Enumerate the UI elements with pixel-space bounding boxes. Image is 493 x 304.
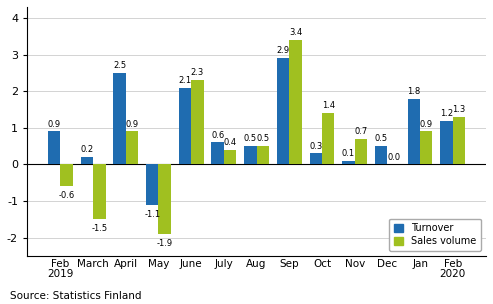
- Text: 0.5: 0.5: [256, 134, 269, 143]
- Text: 0.9: 0.9: [48, 119, 61, 129]
- Text: -1.1: -1.1: [144, 209, 160, 219]
- Text: 2.5: 2.5: [113, 61, 126, 70]
- Bar: [93, 164, 106, 219]
- Bar: [224, 150, 236, 164]
- Bar: [322, 113, 334, 164]
- Bar: [60, 164, 73, 186]
- Text: 0.4: 0.4: [223, 138, 237, 147]
- Bar: [342, 161, 354, 164]
- Text: 2.9: 2.9: [277, 46, 289, 55]
- Bar: [48, 132, 60, 164]
- Text: 0.1: 0.1: [342, 149, 355, 158]
- Text: -1.5: -1.5: [91, 224, 107, 233]
- Bar: [113, 73, 126, 164]
- Bar: [179, 88, 191, 164]
- Bar: [211, 143, 224, 164]
- Bar: [158, 164, 171, 234]
- Text: 0.3: 0.3: [309, 142, 322, 150]
- Text: 2.1: 2.1: [178, 76, 191, 85]
- Text: Source: Statistics Finland: Source: Statistics Finland: [10, 291, 141, 301]
- Bar: [310, 154, 322, 164]
- Text: 0.9: 0.9: [420, 119, 433, 129]
- Text: 1.2: 1.2: [440, 109, 453, 118]
- Bar: [289, 40, 302, 164]
- Text: 0.7: 0.7: [354, 127, 367, 136]
- Text: 3.4: 3.4: [289, 28, 302, 37]
- Bar: [440, 120, 453, 164]
- Text: 0.0: 0.0: [387, 153, 400, 161]
- Text: 0.2: 0.2: [80, 145, 94, 154]
- Text: 0.9: 0.9: [125, 119, 139, 129]
- Bar: [375, 146, 387, 164]
- Text: -0.6: -0.6: [59, 191, 75, 200]
- Bar: [126, 132, 138, 164]
- Text: 0.5: 0.5: [244, 134, 257, 143]
- Text: -1.9: -1.9: [157, 239, 173, 248]
- Bar: [244, 146, 256, 164]
- Bar: [256, 146, 269, 164]
- Bar: [277, 58, 289, 164]
- Legend: Turnover, Sales volume: Turnover, Sales volume: [388, 219, 481, 251]
- Bar: [453, 117, 465, 164]
- Text: 1.8: 1.8: [407, 87, 421, 95]
- Text: 0.5: 0.5: [375, 134, 387, 143]
- Text: 1.3: 1.3: [453, 105, 465, 114]
- Bar: [146, 164, 158, 205]
- Text: 1.4: 1.4: [321, 101, 335, 110]
- Bar: [191, 80, 204, 164]
- Text: 2.3: 2.3: [191, 68, 204, 77]
- Bar: [354, 139, 367, 164]
- Bar: [408, 98, 420, 164]
- Bar: [420, 132, 432, 164]
- Text: 0.6: 0.6: [211, 130, 224, 140]
- Bar: [81, 157, 93, 164]
